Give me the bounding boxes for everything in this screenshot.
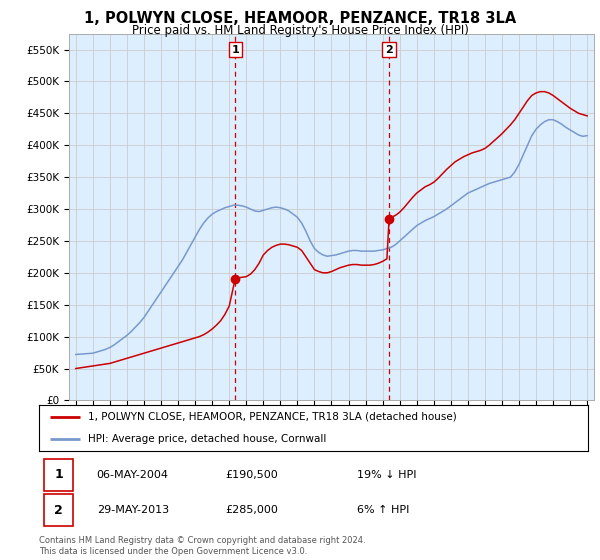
Text: £190,500: £190,500 xyxy=(226,470,278,480)
Text: 6% ↑ HPI: 6% ↑ HPI xyxy=(358,505,410,515)
Text: HPI: Average price, detached house, Cornwall: HPI: Average price, detached house, Corn… xyxy=(88,434,327,444)
Text: 19% ↓ HPI: 19% ↓ HPI xyxy=(358,470,417,480)
Text: 06-MAY-2004: 06-MAY-2004 xyxy=(97,470,169,480)
Text: 2: 2 xyxy=(385,45,393,54)
Text: 1, POLWYN CLOSE, HEAMOOR, PENZANCE, TR18 3LA (detached house): 1, POLWYN CLOSE, HEAMOOR, PENZANCE, TR18… xyxy=(88,412,457,422)
FancyBboxPatch shape xyxy=(44,459,73,491)
Text: Contains HM Land Registry data © Crown copyright and database right 2024.: Contains HM Land Registry data © Crown c… xyxy=(39,536,365,545)
Text: This data is licensed under the Open Government Licence v3.0.: This data is licensed under the Open Gov… xyxy=(39,547,307,556)
FancyBboxPatch shape xyxy=(44,494,73,526)
Text: 1, POLWYN CLOSE, HEAMOOR, PENZANCE, TR18 3LA: 1, POLWYN CLOSE, HEAMOOR, PENZANCE, TR18… xyxy=(84,11,516,26)
Text: Price paid vs. HM Land Registry's House Price Index (HPI): Price paid vs. HM Land Registry's House … xyxy=(131,24,469,37)
Text: 1: 1 xyxy=(232,45,239,54)
Text: 1: 1 xyxy=(55,468,63,481)
Text: £285,000: £285,000 xyxy=(226,505,278,515)
Text: 29-MAY-2013: 29-MAY-2013 xyxy=(97,505,169,515)
Text: 2: 2 xyxy=(55,504,63,517)
